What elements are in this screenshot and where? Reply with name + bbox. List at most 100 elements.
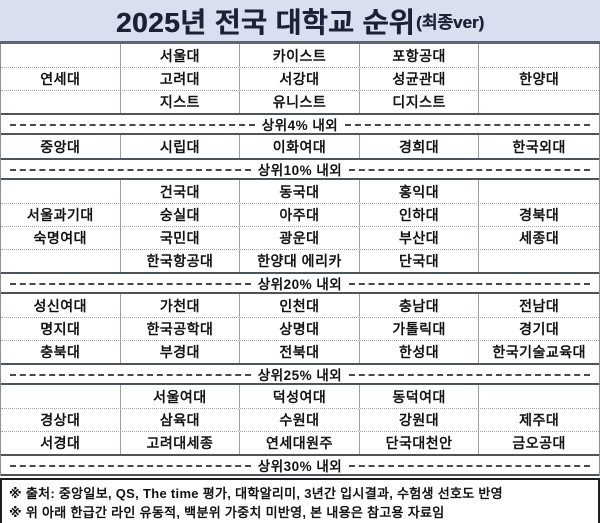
empty-cell <box>1 91 121 113</box>
university-cell: 한성대 <box>360 341 480 363</box>
dash-line <box>349 373 591 376</box>
university-cell: 이화여대 <box>240 135 360 158</box>
table-row: 건국대 동국대 홍익대 <box>1 180 599 203</box>
dash-line <box>10 464 251 467</box>
university-cell: 서울대 <box>121 44 241 67</box>
title-divider <box>0 41 600 44</box>
university-cell: 수원대 <box>240 409 360 431</box>
university-cell: 연세대 <box>1 68 121 90</box>
table-row: 서울과기대 숭실대 아주대 인하대 경북대 <box>1 203 599 226</box>
university-cell: 건국대 <box>121 180 241 203</box>
table-row: 중앙대 시립대 이화여대 경희대 한국외대 <box>1 135 599 158</box>
university-cell: 전북대 <box>240 341 360 363</box>
tier-label: 상위30% 내외 <box>257 459 343 474</box>
table-row: 지스트 유니스트 디지스트 <box>1 90 599 113</box>
dash-line <box>10 123 255 126</box>
university-cell: 포항공대 <box>360 44 480 67</box>
university-cell: 가톨릭대 <box>360 318 480 340</box>
table-row: 경상대 삼육대 수원대 강원대 제주대 <box>1 408 599 431</box>
table-row: 성신여대 가천대 인천대 충남대 전남대 <box>1 294 599 317</box>
empty-cell <box>479 180 599 203</box>
tier-separator: 상위25% 내외 <box>1 363 599 385</box>
university-cell: 전남대 <box>519 297 560 314</box>
university-cell: 시립대 <box>121 135 241 158</box>
university-cell: 디지스트 <box>360 91 480 113</box>
university-cell: 아주대 <box>240 204 360 226</box>
dash-line <box>349 282 591 285</box>
university-cell: 한국공학대 <box>121 318 241 340</box>
university-cell: 부산대 <box>360 227 480 249</box>
table-row: 서경대 고려대세종 연세대원주 단국대천안 금오공대 <box>1 431 599 454</box>
university-cell: 중앙대 <box>1 135 121 158</box>
tier-label: 상위20% 내외 <box>257 277 343 292</box>
table-row: 서울여대 덕성여대 동덕여대 <box>1 385 599 408</box>
title-band: 2025년 전국 대학교 순위 (최종ver) <box>0 0 600 41</box>
dash-line <box>10 282 251 285</box>
university-cell: 삼육대 <box>121 409 241 431</box>
table-row: 연세대 고려대 서강대 성균관대 한양대 <box>1 67 599 90</box>
empty-cell <box>479 91 599 113</box>
university-cell: 세종대 <box>519 230 560 246</box>
tier-separator: 상위30% 내외 <box>1 454 599 476</box>
university-cell: 인하대 <box>360 204 480 226</box>
empty-cell <box>1 385 121 408</box>
university-cell: 숭실대 <box>121 204 241 226</box>
university-cell: 동국대 <box>240 180 360 203</box>
footnote-source: ※ 출처: 중앙일보, QS, The time 평가, 대학알리미, 3년간 … <box>9 486 503 501</box>
university-cell: 숙명여대 <box>1 227 121 249</box>
table-row: 숙명여대 국민대 광운대 부산대 세종대 <box>1 226 599 249</box>
university-cell: 동덕여대 <box>360 385 480 408</box>
tier-separator: 상위20% 내외 <box>1 272 599 294</box>
dash-line <box>349 168 591 171</box>
page-title-suffix: (최종ver) <box>416 13 485 32</box>
university-cell: 충남대 <box>360 294 480 317</box>
page-title: 2025년 전국 대학교 순위 <box>115 6 416 38</box>
table-row: 명지대 한국공학대 상명대 가톨릭대 경기대 <box>1 317 599 340</box>
university-cell: 서울과기대 <box>1 204 121 226</box>
university-cell: 광운대 <box>240 227 360 249</box>
university-cell: 단국대 <box>360 250 480 272</box>
university-cell: 고려대 <box>121 68 241 90</box>
university-cell: 가천대 <box>121 294 241 317</box>
university-cell: 명지대 <box>1 318 121 340</box>
table-row: 서울대 카이스트 포항공대 <box>1 44 599 67</box>
university-cell: 연세대원주 <box>240 432 360 454</box>
university-cell: 경북대 <box>519 207 560 223</box>
university-cell: 서울여대 <box>121 385 241 408</box>
empty-cell <box>1 180 121 203</box>
dash-line <box>10 168 251 171</box>
university-cell: 강원대 <box>360 409 480 431</box>
university-cell: 경희대 <box>360 135 480 158</box>
university-cell: 유니스트 <box>240 91 360 113</box>
empty-cell <box>1 250 121 272</box>
university-cell: 덕성여대 <box>240 385 360 408</box>
university-cell: 한국외대 <box>512 138 566 155</box>
university-cell: 부경대 <box>121 341 241 363</box>
dash-line <box>10 373 251 376</box>
university-cell: 상명대 <box>240 318 360 340</box>
university-cell: 홍익대 <box>360 180 480 203</box>
university-cell: 충북대 <box>1 341 121 363</box>
empty-cell <box>479 44 599 67</box>
tier-label: 상위4% 내외 <box>261 118 339 133</box>
university-cell: 한양대 <box>519 71 560 87</box>
tier-label: 상위10% 내외 <box>257 163 343 178</box>
tier-label: 상위25% 내외 <box>257 368 343 383</box>
university-cell: 카이스트 <box>240 44 360 67</box>
university-cell: 지스트 <box>121 91 241 113</box>
dash-line <box>349 464 591 467</box>
empty-cell <box>1 44 121 67</box>
university-cell: 국민대 <box>121 227 241 249</box>
university-cell: 금오공대 <box>512 435 566 451</box>
university-cell: 경상대 <box>1 409 121 431</box>
university-cell: 경기대 <box>519 321 560 337</box>
empty-cell <box>479 385 599 408</box>
university-cell: 단국대천안 <box>360 432 480 454</box>
footnote-box: ※ 출처: 중앙일보, QS, The time 평가, 대학알리미, 3년간 … <box>0 478 600 523</box>
university-cell: 한국항공대 <box>121 250 241 272</box>
university-cell: 한양대 에리카 <box>240 250 360 272</box>
university-cell: 고려대세종 <box>121 432 241 454</box>
footnote-disclaimer: ※ 위 아래 한급간 라인 유동적, 백분위 가중치 미반영, 본 내용은 참고… <box>9 505 445 520</box>
